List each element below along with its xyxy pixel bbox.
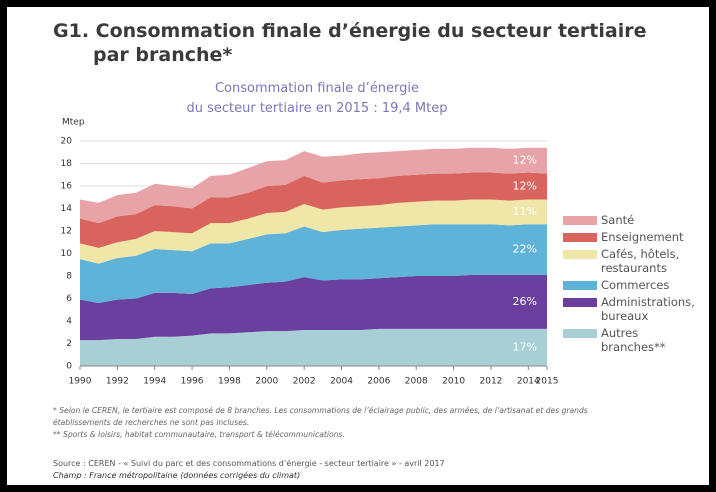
notes: * Selon le CEREN, le tertiaire est compo… bbox=[53, 405, 693, 441]
y-tick-label: 18 bbox=[61, 159, 73, 169]
subtitle: Consommation finale d’énergie du secteur… bbox=[147, 79, 487, 119]
share-label: 22% bbox=[513, 243, 537, 256]
note: * Selon le CEREN, le tertiaire est compo… bbox=[53, 406, 588, 415]
x-tick-label: 2014 bbox=[517, 377, 540, 387]
legend-swatch bbox=[563, 329, 597, 338]
note: établissements de recherches ne sont pas… bbox=[53, 418, 250, 427]
share-label: 26% bbox=[513, 295, 537, 308]
x-tick-label: 1994 bbox=[143, 377, 166, 387]
legend-label: Administrations, bureaux bbox=[601, 295, 695, 323]
y-tick-label: 6 bbox=[66, 294, 72, 304]
frame: G1. Consommation finale d’énergie du sec… bbox=[7, 7, 709, 485]
y-tick-label: 16 bbox=[61, 182, 73, 192]
title-line: G1. Consommation finale d’énergie du sec… bbox=[53, 20, 647, 42]
x-tick-label: 1996 bbox=[181, 377, 204, 387]
y-tick-label: 20 bbox=[61, 137, 73, 147]
scope: Champ : France métropolitaine (données c… bbox=[53, 471, 301, 480]
subtitle-line: du secteur tertiaire en 2015 : 19,4 Mtep bbox=[186, 101, 448, 116]
title-line: par branche* bbox=[93, 44, 233, 66]
legend-label: Autres branches** bbox=[601, 326, 666, 354]
legend-swatch bbox=[563, 216, 597, 225]
legend-swatch bbox=[563, 298, 597, 307]
x-tick-label: 2002 bbox=[293, 377, 316, 387]
legend: Santé Enseignement Cafés, hôtels, restaura… bbox=[563, 213, 703, 354]
x-tick-label: 2004 bbox=[330, 377, 353, 387]
y-tick-label: 2 bbox=[66, 339, 72, 349]
source-block: Source : CEREN - « Suivi du parc et des … bbox=[53, 458, 445, 482]
share-label: 12% bbox=[513, 180, 537, 193]
area bbox=[80, 199, 547, 264]
y-tick-label: 0 bbox=[66, 362, 72, 372]
source: Source : CEREN - « Suivi du parc et des … bbox=[53, 459, 445, 468]
x-tick-label: 2015 bbox=[536, 377, 559, 387]
x-tick-label: 2000 bbox=[255, 377, 278, 387]
x-tick-label: 1992 bbox=[106, 377, 129, 387]
note: ** Sports & loisirs, habitat communautai… bbox=[53, 430, 345, 439]
x-tick-label: 1990 bbox=[69, 377, 92, 387]
legend-swatch bbox=[563, 281, 597, 290]
share-label: 11% bbox=[513, 205, 537, 218]
x-tick-label: 2010 bbox=[442, 377, 465, 387]
share-label: 12% bbox=[513, 154, 537, 167]
x-tick-label: 2006 bbox=[367, 377, 390, 387]
legend-item: Administrations, bureaux bbox=[563, 295, 703, 323]
y-tick-label: 12 bbox=[61, 227, 72, 237]
area bbox=[80, 172, 547, 248]
subtitle-line: Consommation finale d’énergie bbox=[214, 81, 420, 96]
legend-item: Enseignement bbox=[563, 230, 703, 244]
x-tick-label: 1998 bbox=[218, 377, 241, 387]
legend-item: Autres branches** bbox=[563, 326, 703, 354]
area bbox=[80, 224, 547, 303]
legend-swatch bbox=[563, 233, 597, 242]
legend-label: Santé bbox=[601, 213, 635, 227]
legend-label: Commerces bbox=[601, 278, 670, 292]
chart: Mtep 0 2 4 6 8 10 12 14 16 18 20 17% 26% 22% 11% 12% 12%… bbox=[61, 118, 559, 387]
area bbox=[80, 274, 547, 341]
y-axis-label: Mtep bbox=[62, 118, 85, 128]
legend-label: Cafés, hôtels, restaurants bbox=[601, 247, 680, 275]
share-label: 17% bbox=[513, 340, 537, 353]
x-tick-label: 2012 bbox=[480, 377, 503, 387]
y-tick-label: 4 bbox=[66, 317, 72, 327]
y-tick-label: 8 bbox=[66, 272, 72, 282]
area bbox=[80, 328, 547, 366]
legend-item: Santé bbox=[563, 213, 703, 227]
y-tick-label: 14 bbox=[61, 204, 73, 214]
title: G1. Consommation finale d’énergie du sec… bbox=[53, 19, 647, 67]
legend-swatch bbox=[563, 250, 597, 259]
legend-item: Cafés, hôtels, restaurants bbox=[563, 247, 703, 275]
y-tick-label: 10 bbox=[61, 249, 73, 259]
x-tick-label: 2008 bbox=[405, 377, 428, 387]
area bbox=[80, 147, 547, 224]
legend-label: Enseignement bbox=[601, 230, 684, 244]
legend-item: Commerces bbox=[563, 278, 703, 292]
